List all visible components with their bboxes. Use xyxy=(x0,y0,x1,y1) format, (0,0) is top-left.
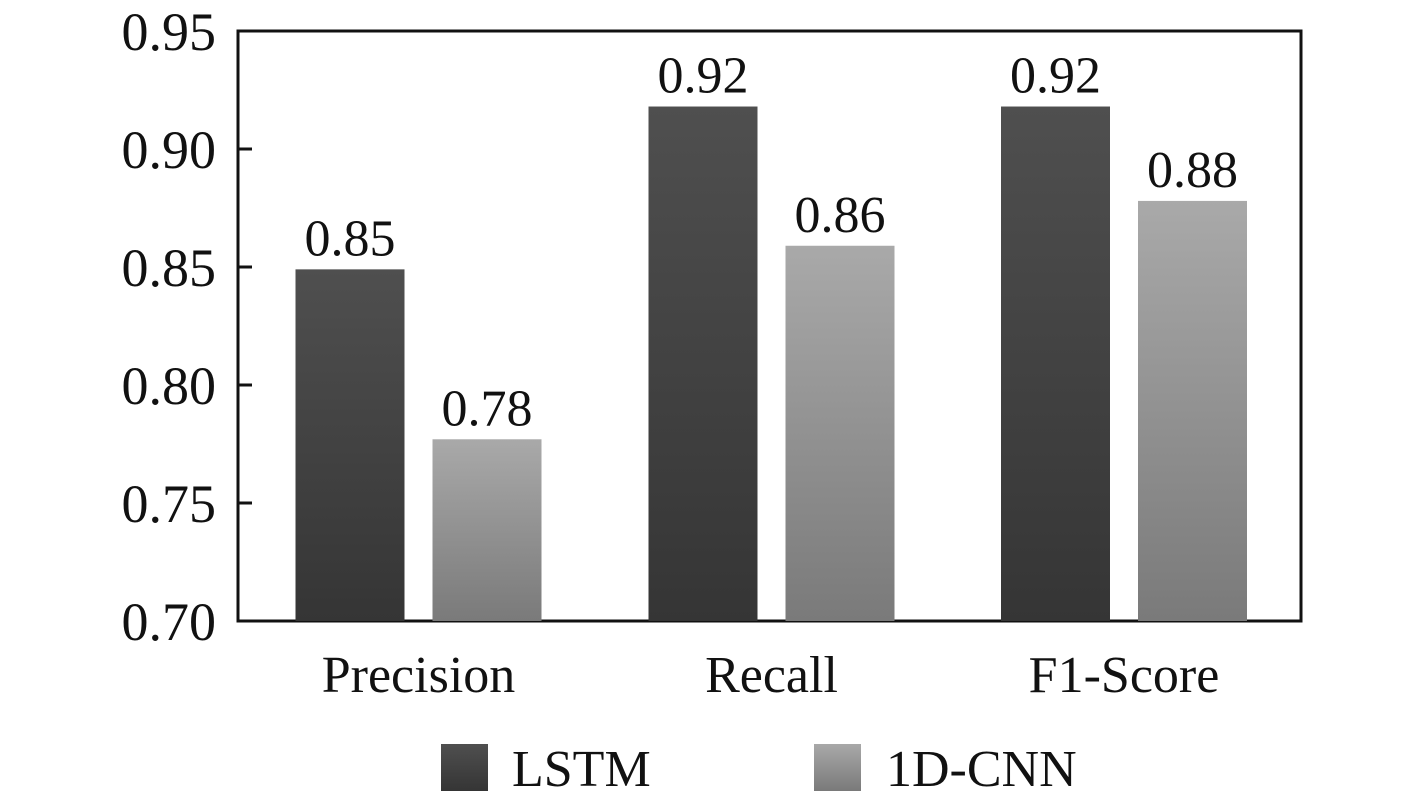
data-label-lstm-precision: 0.85 xyxy=(305,210,396,267)
y-tick-label-0-85: 0.85 xyxy=(122,238,217,298)
legend-label-lstm: LSTM xyxy=(512,741,651,798)
x-category-label-f1-score: F1-Score xyxy=(1029,647,1220,704)
bar-1d-cnn-recall xyxy=(785,245,895,621)
bar-lstm-f1-score xyxy=(1001,106,1110,621)
data-label-lstm-recall: 0.92 xyxy=(658,48,749,105)
bar-1d-cnn-f1-score xyxy=(1138,200,1247,622)
y-tick-label-0-70: 0.70 xyxy=(122,592,217,652)
y-tick-label-0-80: 0.80 xyxy=(122,356,217,416)
plot-area-frame xyxy=(236,29,1303,623)
data-label-1d-cnn-f1-score: 0.88 xyxy=(1147,142,1238,199)
bar-lstm-precision xyxy=(295,269,405,621)
bars xyxy=(295,106,1247,622)
x-category-label-precision: Precision xyxy=(322,647,516,704)
y-tick-label-0-95: 0.95 xyxy=(122,2,217,62)
bar-lstm-recall xyxy=(648,106,758,621)
legend-swatch-1d-cnn xyxy=(814,744,861,791)
data-labels: 0.85 0.78 0.92 0.86 0.92 0.88 xyxy=(305,48,1239,438)
legend-swatch-lstm xyxy=(441,744,488,791)
data-label-lstm-f1-score: 0.92 xyxy=(1010,48,1101,105)
legend-label-1d-cnn: 1D-CNN xyxy=(886,741,1077,798)
y-tick-label-0-90: 0.90 xyxy=(122,120,217,180)
x-axis: Precision Recall F1-Score xyxy=(322,647,1220,704)
bar-1d-cnn-precision xyxy=(432,439,542,621)
x-category-label-recall: Recall xyxy=(705,647,838,704)
data-label-1d-cnn-recall: 0.86 xyxy=(795,187,886,244)
legend: LSTM 1D-CNN xyxy=(441,741,1077,798)
data-label-1d-cnn-precision: 0.78 xyxy=(442,380,533,437)
y-axis: 0.70 0.75 0.80 0.85 0.90 0.95 xyxy=(122,2,252,652)
y-tick-label-0-75: 0.75 xyxy=(122,474,217,534)
